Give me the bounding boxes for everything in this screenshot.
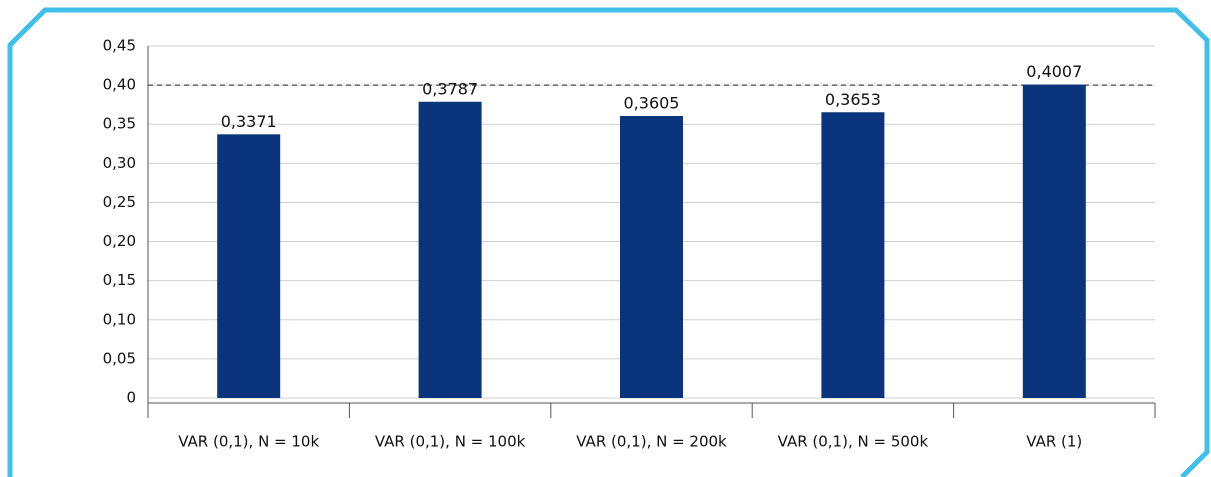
bar: [418, 101, 482, 398]
y-tick-label: 0,20: [103, 232, 136, 250]
data-label: 0,3787: [422, 79, 478, 98]
x-tick-label: VAR (0,1), N = 100k: [375, 433, 526, 451]
x-tick-label: VAR (0,1), N = 500k: [778, 433, 929, 451]
frame: [7, 7, 1210, 477]
y-tick-label: 0,25: [103, 193, 136, 211]
x-tick-label: VAR (0,1), N = 10k: [178, 433, 319, 451]
data-label: 0,3371: [221, 112, 277, 131]
bar: [620, 116, 683, 399]
y-tick-label: 0,40: [103, 76, 136, 94]
y-tick-label: 0,10: [103, 310, 136, 328]
x-tick-label: VAR (1): [1026, 433, 1082, 451]
data-label: 0,3605: [624, 94, 680, 113]
bar: [1022, 84, 1086, 399]
y-tick-label: 0,30: [103, 154, 136, 172]
data-label: 0,3653: [825, 90, 881, 109]
data-label: 0,4007: [1026, 62, 1082, 81]
y-tick-label: 0,35: [103, 115, 136, 133]
y-tick-label: 0,05: [103, 349, 136, 367]
bar: [821, 112, 885, 399]
y-tick-label: 0: [126, 389, 136, 407]
bar: [217, 134, 281, 399]
x-tick-label: VAR (0,1), N = 200k: [576, 433, 727, 451]
y-tick-label: 0,45: [103, 37, 136, 55]
y-tick-label: 0,15: [103, 271, 136, 289]
